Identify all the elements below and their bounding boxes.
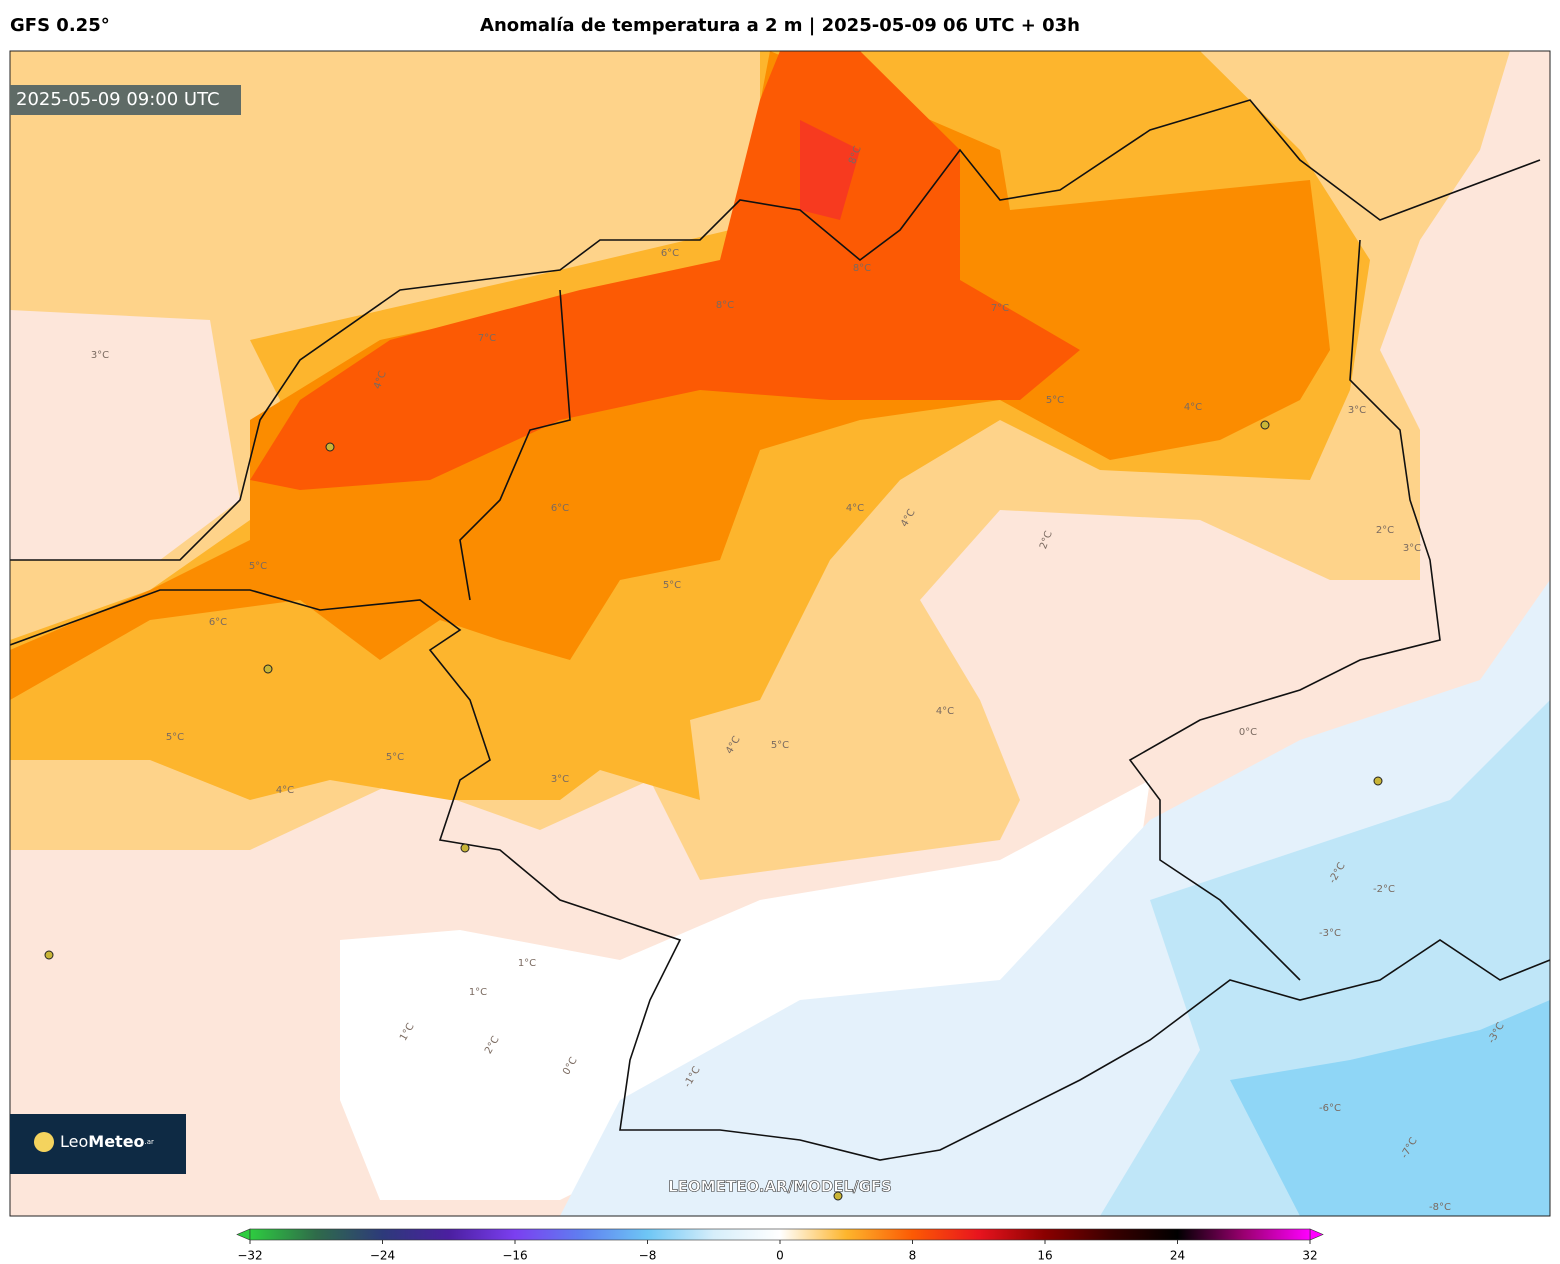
logo-meteo: Meteo — [88, 1132, 144, 1151]
contour-label: 5°C — [166, 732, 184, 743]
contour-label: -8°C — [1429, 1202, 1451, 1213]
contour-label: 7°C — [478, 333, 496, 344]
logo-suffix: .ar — [145, 1138, 155, 1146]
colorbar-body — [249, 1228, 1311, 1241]
contour-label: 6°C — [661, 248, 679, 259]
contour-label: 5°C — [1046, 395, 1064, 406]
field — [1230, 1000, 1550, 1216]
title: Anomalía de temperatura a 2 m | 2025-05-… — [480, 15, 1080, 36]
contour-label: 5°C — [386, 752, 404, 763]
contour-label: 6°C — [551, 503, 569, 514]
contour-label: -6°C — [1319, 1103, 1341, 1114]
logo-sun — [34, 1132, 54, 1152]
contour-label: 8°C — [716, 300, 734, 311]
contour-label: 6°C — [209, 617, 227, 628]
colorbar-tick-label: 16 — [1037, 1249, 1052, 1263]
time-box — [10, 85, 241, 115]
city — [325, 442, 335, 452]
contour-label: 4°C — [846, 503, 864, 514]
colorbar-tick-label: −8 — [639, 1249, 657, 1263]
contour-label: 1°C — [469, 987, 487, 998]
colorbar-tick-label: 8 — [909, 1249, 917, 1263]
city — [1373, 776, 1383, 786]
city — [1260, 420, 1270, 430]
contour-label: 3°C — [91, 350, 109, 361]
contour-label: -3°C — [1319, 928, 1341, 939]
border — [10, 589, 1550, 1161]
colorbar-tick-label: 24 — [1170, 1249, 1185, 1263]
contour-label: 1°C — [518, 958, 536, 969]
colorbar-min-arrow — [236, 1228, 251, 1241]
logo: LeoMeteo.ar — [60, 1132, 154, 1151]
colorbar-tick-label: 32 — [1302, 1249, 1317, 1263]
colorbar-tick-label: −24 — [370, 1249, 395, 1263]
contour-label: 7°C — [991, 303, 1009, 314]
contour-label: 0°C — [1239, 727, 1257, 738]
valid-time: 2025-05-09 09:00 UTC — [16, 89, 220, 110]
field — [250, 51, 1080, 490]
contour-label: -2°C — [1373, 884, 1395, 895]
colorbar-tick-label: −32 — [237, 1249, 262, 1263]
contour-label: 5°C — [663, 580, 681, 591]
colorbar-tick-label: −16 — [502, 1249, 527, 1263]
contour-label: 5°C — [249, 561, 267, 572]
field — [340, 780, 1150, 1200]
contour-label: 3°C — [551, 774, 569, 785]
contour-label: 4°C — [1184, 402, 1202, 413]
city — [833, 1191, 843, 1201]
colorbar: −32 −24 −16 −8 0 8 16 24 32 — [236, 1228, 1324, 1263]
contour-label: 5°C — [771, 740, 789, 751]
watermark: LEOMETEO.AR/MODEL/GFS — [668, 1178, 892, 1196]
contour-label: 4°C — [936, 706, 954, 717]
contour-label: 3°C — [1348, 405, 1366, 416]
map-frame — [9, 50, 1551, 1217]
contour-label: 3°C — [1403, 543, 1421, 554]
border — [10, 99, 1541, 981]
logo-leo: Leo — [60, 1132, 88, 1151]
map-fields: 8°C8°C8°C7°C7°C6°C6°C6°C5°C5°C5°C5°C5°C5… — [10, 51, 1550, 1216]
city — [460, 843, 470, 853]
field — [800, 120, 860, 220]
model-label: GFS 0.25° — [10, 15, 110, 36]
contour-label: 8°C — [853, 263, 871, 274]
contour-label: 2°C — [1376, 525, 1394, 536]
contour-label: 4°C — [276, 785, 294, 796]
colorbar-tick-label: 0 — [776, 1249, 784, 1263]
city — [44, 950, 54, 960]
colorbar-max-arrow — [1309, 1228, 1324, 1241]
city — [263, 664, 273, 674]
